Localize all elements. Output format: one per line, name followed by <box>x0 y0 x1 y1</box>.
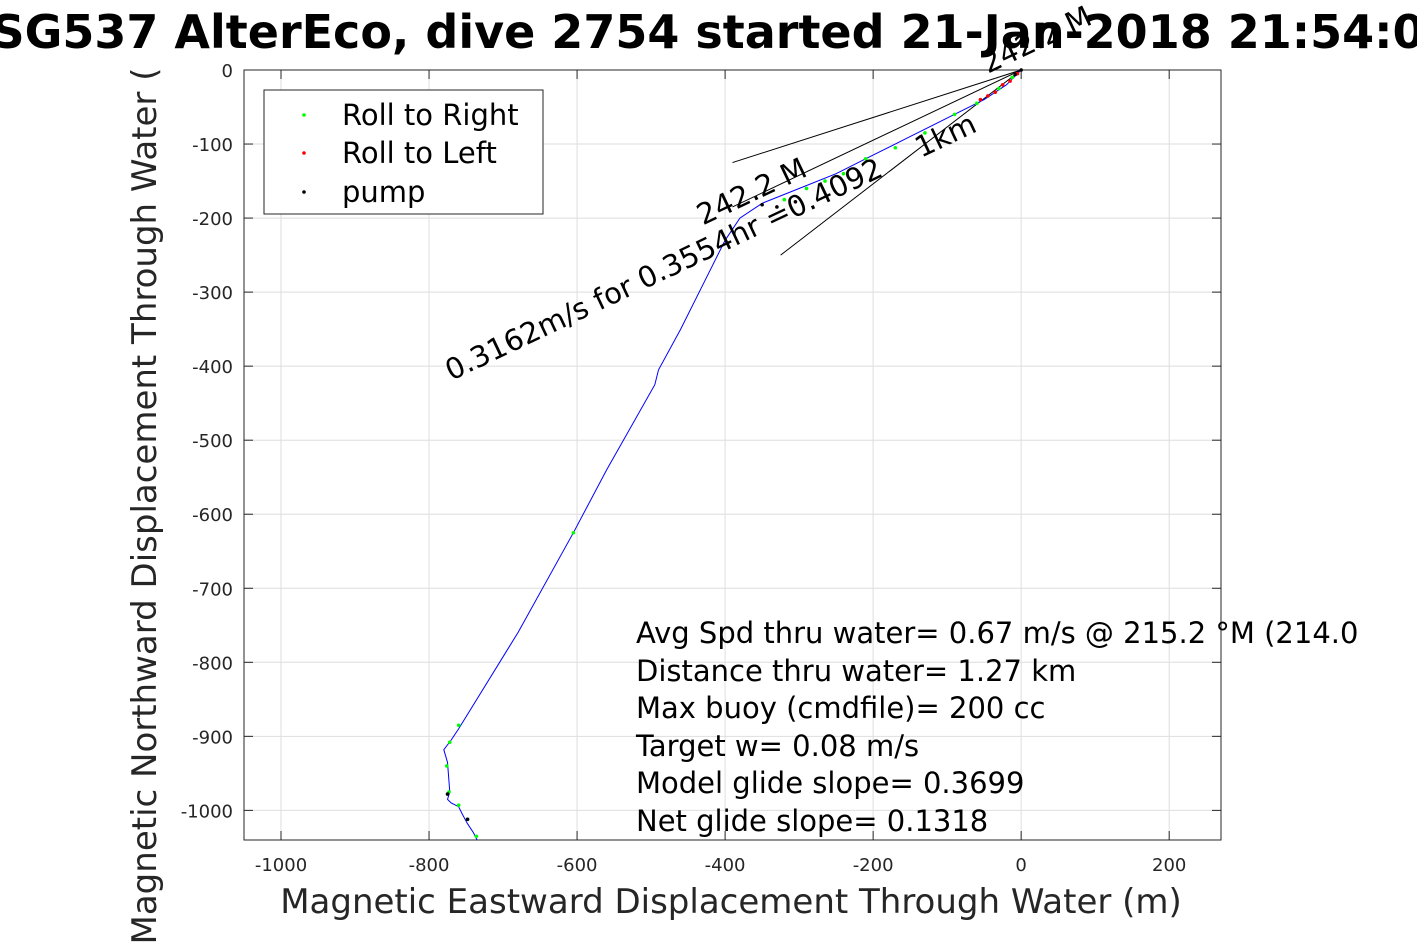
roll-right-marker <box>456 803 461 808</box>
pump-marker <box>445 792 450 796</box>
x-tick-label: 200 <box>1152 855 1186 876</box>
roll-right-marker <box>474 834 479 839</box>
heading-cone-upper <box>732 69 1022 164</box>
y-tick-label: -200 <box>192 209 233 230</box>
roll-right-marker <box>997 86 1001 91</box>
roll-right-marker <box>841 171 846 176</box>
y-tick-label: -900 <box>192 727 233 748</box>
chart-title: SG537 AlterEco, dive 2754 started 21-Jan… <box>0 5 1417 59</box>
x-tick-labels: -1000 -800 -600 -400 -200 0 200 <box>255 855 1187 876</box>
roll-right-marker <box>782 197 787 202</box>
stats-annotation: Avg Spd thru water= 0.67 m/s @ 215.2 °M … <box>635 616 1358 838</box>
x-tick-label: -200 <box>853 855 894 876</box>
heading-line <box>732 69 1022 208</box>
roll-left-marker <box>986 94 990 98</box>
roll-right-marker <box>893 145 898 150</box>
annotation-max-buoy: Max buoy (cmdfile)= 200 cc <box>636 691 1045 725</box>
annotation-target-w: Target w= 0.08 m/s <box>635 729 919 763</box>
pump-marker <box>760 202 764 207</box>
legend-marker-roll-right <box>302 113 306 117</box>
roll-right-marker <box>571 530 576 535</box>
roll-right-marker <box>456 723 461 728</box>
x-tick-label: -1000 <box>255 855 307 876</box>
axis-ticks <box>244 69 1221 840</box>
legend-label-pump: pump <box>342 175 425 209</box>
legend-marker-roll-left <box>302 151 306 155</box>
roll-left-marker <box>1000 83 1005 87</box>
roll-left-marker <box>1008 79 1012 83</box>
legend-label-roll-left: Roll to Left <box>342 136 497 170</box>
roll-right-marker <box>804 186 809 191</box>
pump-marker <box>1019 68 1023 72</box>
y-tick-label: 0 <box>222 61 233 82</box>
annotation-avg-speed: Avg Spd thru water= 0.67 m/s @ 215.2 °M … <box>636 616 1358 650</box>
x-axis-label: Magnetic Eastward Displacement Through W… <box>280 882 1182 922</box>
axes-box <box>243 69 1222 841</box>
y-tick-label: -800 <box>192 653 233 674</box>
legend: Roll to Right Roll to Left pump <box>263 89 544 215</box>
roll-left-marker <box>978 97 983 102</box>
y-tick-label: -100 <box>192 135 233 156</box>
x-tick-label: -600 <box>557 855 598 876</box>
track-series <box>443 68 1023 841</box>
y-axis-label: Magnetic Northward Displacement Through … <box>125 68 165 945</box>
x-tick-label: -400 <box>705 855 746 876</box>
roll-right-marker <box>445 764 449 768</box>
annotation-model-glide-slope: Model glide slope= 0.3699 <box>636 766 1024 800</box>
annotation-distance: Distance thru water= 1.27 km <box>636 654 1076 688</box>
roll-right-marker <box>1010 75 1015 80</box>
roll-right-marker <box>952 112 957 117</box>
legend-box <box>263 89 544 215</box>
track-line <box>443 69 1022 841</box>
pump-marker <box>1013 72 1018 77</box>
y-tick-label: -300 <box>192 283 233 304</box>
roll-right-marker <box>974 101 979 106</box>
legend-label-roll-right: Roll to Right <box>342 98 519 132</box>
pump-marker <box>465 817 470 822</box>
y-tick-label: -600 <box>192 505 233 526</box>
y-tick-label: -1000 <box>181 801 233 822</box>
y-tick-label: -400 <box>192 357 233 378</box>
x-tick-label: -800 <box>409 855 450 876</box>
pump-marker <box>775 205 779 209</box>
x-tick-label: 0 <box>1015 855 1026 876</box>
roll-right-marker <box>923 131 927 135</box>
roll-right-marker <box>823 179 827 183</box>
annotation-net-glide-slope: Net glide slope= 0.1318 <box>636 804 988 838</box>
y-tick-label: -500 <box>192 431 233 452</box>
legend-marker-pump <box>302 190 306 194</box>
pump-marker <box>793 199 798 204</box>
roll-left-marker <box>993 90 998 95</box>
roll-right-marker <box>863 157 868 161</box>
y-tick-labels: 0 -100 -200 -300 -400 -500 -600 -700 -800 -900 -10… <box>181 61 233 822</box>
y-tick-label: -700 <box>192 579 233 600</box>
roll-right-marker <box>447 740 452 745</box>
